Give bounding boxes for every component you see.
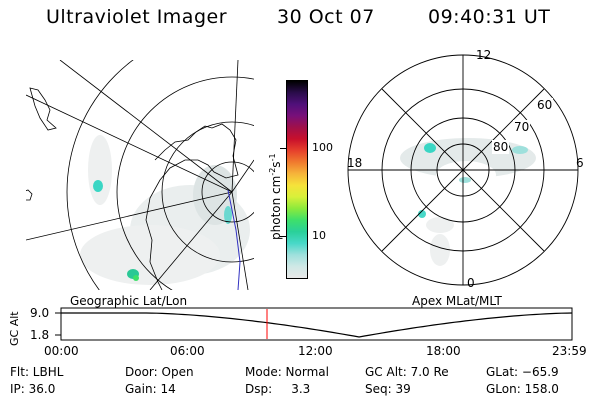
gain-value: Gain: 14 <box>125 382 176 396</box>
polar-mlt-diagonal <box>381 88 545 252</box>
polar-label-12: 12 <box>476 48 492 62</box>
door-value: Door: Open <box>125 365 194 379</box>
image-time: 09:40:31 UT <box>428 6 551 28</box>
filter-value: Flt: LBHL <box>10 365 64 379</box>
geo-meridian <box>231 60 239 193</box>
geo-meridian <box>59 60 233 193</box>
apex-caption: Apex MLat/MLT <box>412 294 502 308</box>
polar-label-80: 80 <box>492 140 510 154</box>
image-date: 30 Oct 07 <box>277 6 375 28</box>
dsp-value: Dsp: 3.3 <box>245 382 311 396</box>
geo-latitude-circle <box>201 161 254 223</box>
polar-label-0: 0 <box>467 276 475 290</box>
colorbar-tick <box>280 148 286 149</box>
polar-label-18: 18 <box>347 156 363 170</box>
timeline-xtick-label: 18:00 <box>426 344 461 358</box>
ip-value: IP: 36.0 <box>10 382 56 396</box>
geographic-caption: Geographic Lat/Lon <box>70 294 188 308</box>
timeline-xtick-label: 12:00 <box>298 344 333 358</box>
geo-meridian <box>149 191 233 290</box>
terminator-line <box>227 189 241 290</box>
instrument-title: Ultraviolet Imager <box>46 6 228 28</box>
colorbar <box>286 80 308 279</box>
geo-meridian <box>231 159 254 193</box>
geo-aurora-bright-spots <box>93 180 232 281</box>
timeline-xtick-label: 00:00 <box>44 344 79 358</box>
glat-value: GLat: −65.9 <box>486 365 559 379</box>
polar-label-6: 6 <box>576 156 584 170</box>
gc-alt-value: GC Alt: 7.0 Re <box>365 365 449 379</box>
timeline-ytick-bottom: 1.8 <box>30 328 50 342</box>
geo-meridian <box>26 94 233 193</box>
geo-meridian <box>26 191 233 241</box>
seq-value: Seq: 39 <box>365 382 411 396</box>
polar-label-60: 60 <box>536 98 554 112</box>
geo-latitude-circle <box>116 76 254 290</box>
geo-latitude-circle <box>66 60 134 290</box>
geo-latitude-circle <box>161 121 254 263</box>
glon-value: GLon: 158.0 <box>486 382 559 396</box>
geo-aurora-emission <box>80 135 250 285</box>
timeline-frame <box>60 307 573 341</box>
colorbar-tick-label-100: 100 <box>312 141 333 154</box>
mode-value: Mode: Normal <box>245 365 329 379</box>
coastline-island <box>29 87 57 131</box>
timeline-ytick-top: 9.0 <box>30 306 50 320</box>
colorbar-tick <box>280 236 286 237</box>
timeline-xtick-label: 06:00 <box>170 344 205 358</box>
colorbar-tick-label-10: 10 <box>312 229 326 242</box>
coastline-islet <box>26 189 33 201</box>
timeline-xtick-label: 23:59 <box>552 344 587 358</box>
geo-meridian <box>231 191 249 290</box>
gc-altitude-curve <box>61 312 573 338</box>
polar-label-70: 70 <box>513 120 531 134</box>
